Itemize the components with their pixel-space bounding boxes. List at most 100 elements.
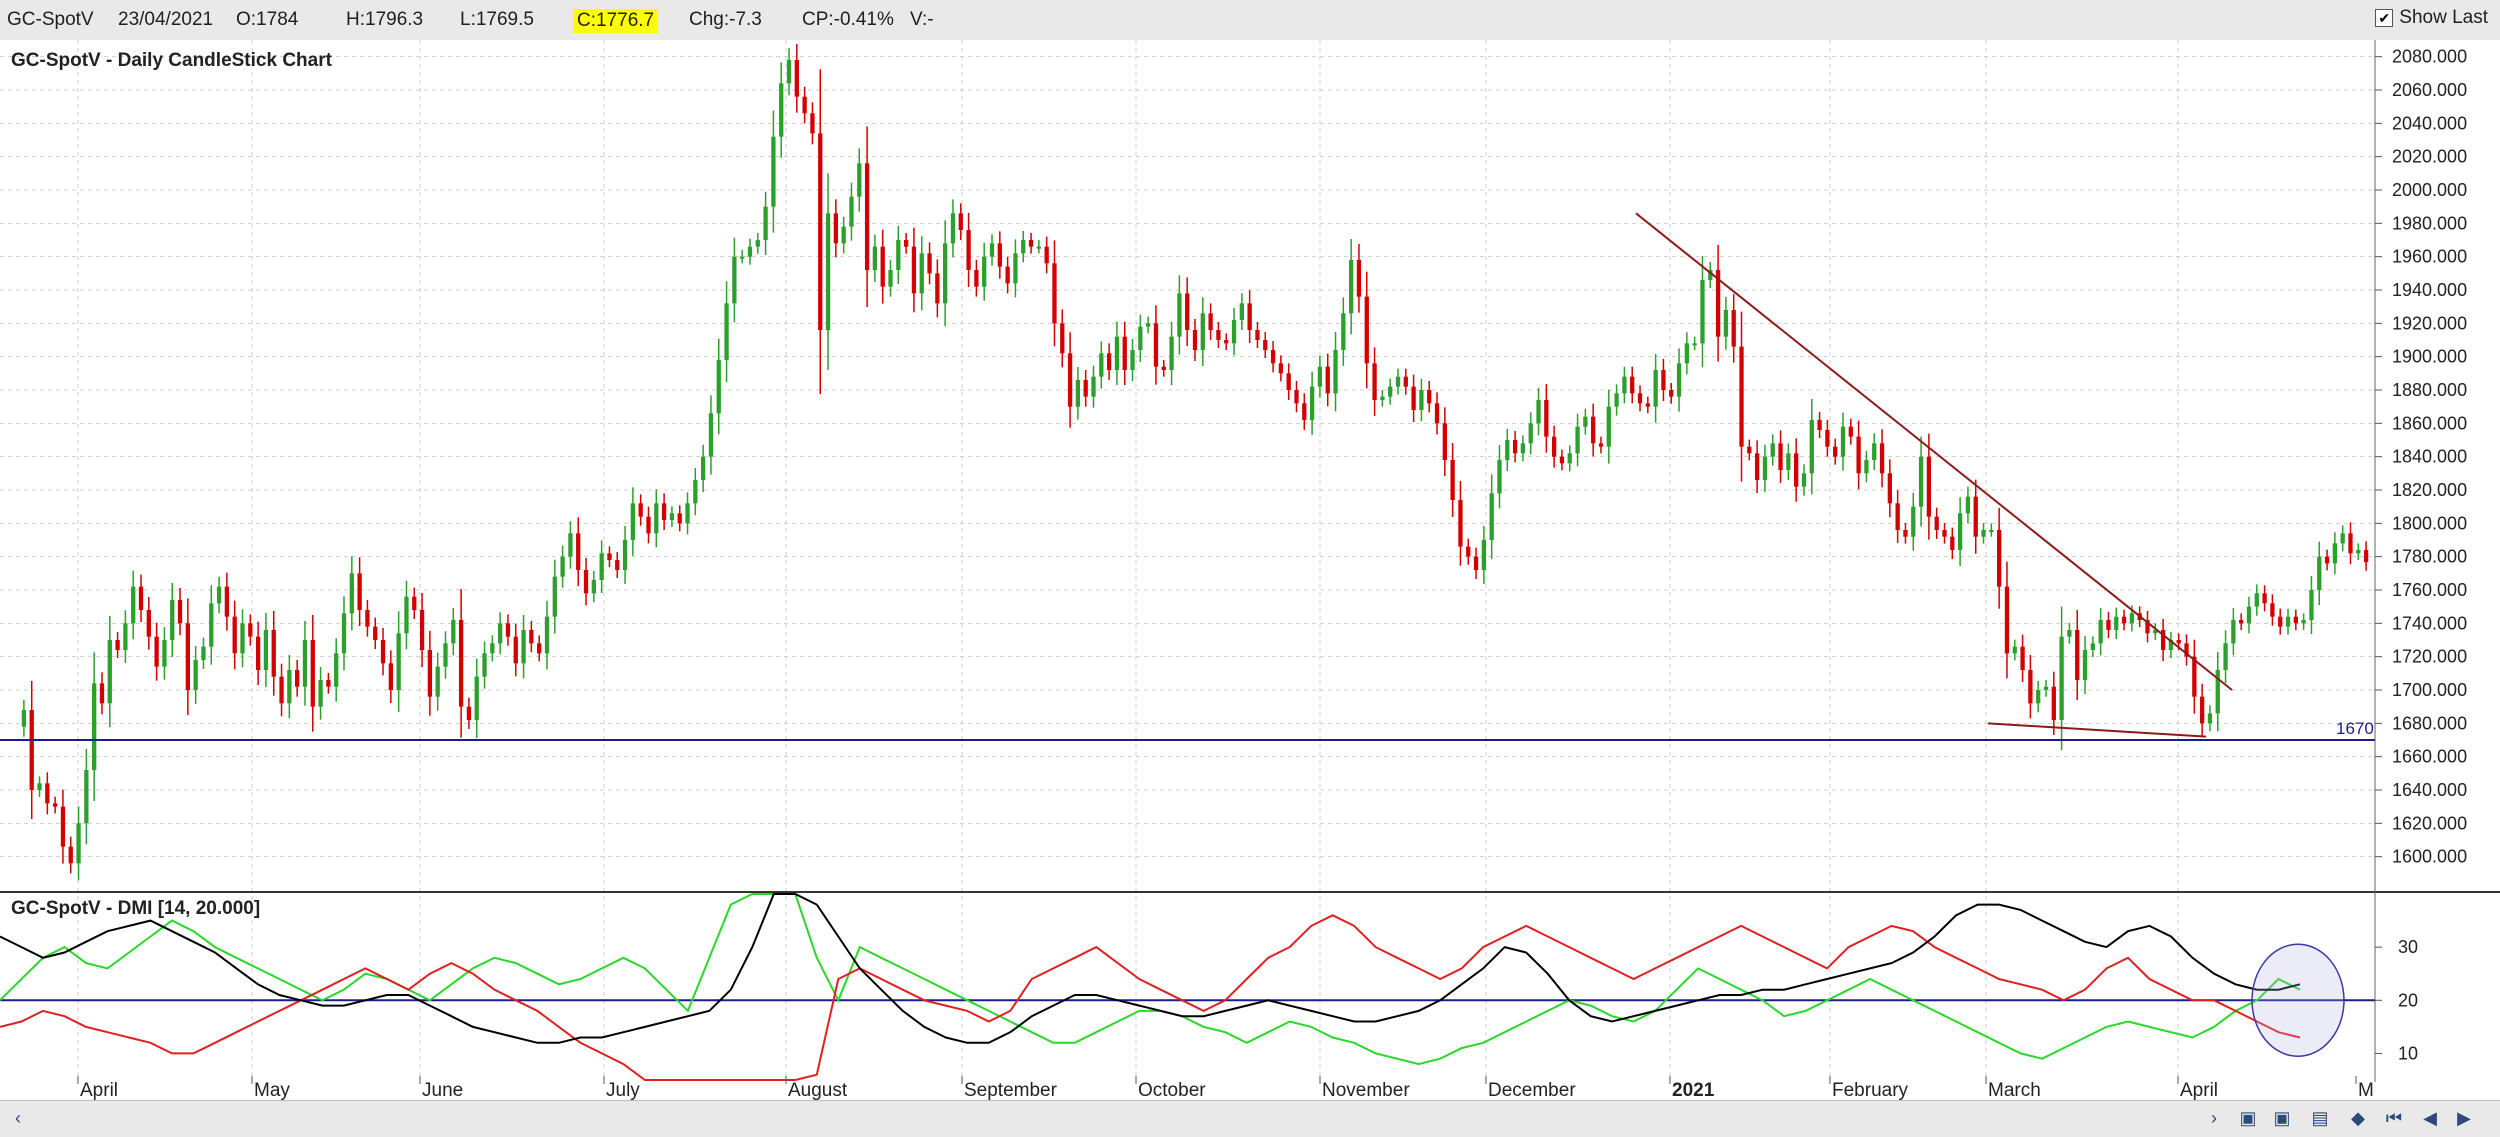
candle-body bbox=[2199, 696, 2205, 724]
candle-body bbox=[84, 770, 89, 824]
date-tick-label: February bbox=[1832, 1080, 1909, 1100]
candle-body bbox=[1739, 346, 1744, 447]
candle-body bbox=[279, 676, 284, 704]
candle-body bbox=[1099, 353, 1104, 377]
candle-body bbox=[1833, 446, 1838, 457]
candle-body bbox=[1106, 353, 1112, 370]
month-gridlines bbox=[77, 40, 2179, 1082]
print-icon[interactable]: ▣ bbox=[2239, 1108, 2257, 1128]
show-last-checkbox[interactable]: ✔ bbox=[2375, 9, 2394, 27]
candle-body bbox=[302, 640, 308, 687]
candle-body bbox=[1138, 326, 1143, 350]
volume-label: V:- bbox=[910, 9, 934, 30]
candle-body bbox=[2067, 630, 2072, 637]
candle-body bbox=[841, 226, 846, 244]
candle-body bbox=[716, 360, 721, 414]
candle-body bbox=[740, 256, 745, 259]
candle-body bbox=[1567, 453, 1572, 464]
price-tick-label: 2080.000 bbox=[2392, 47, 2467, 67]
candle-body bbox=[2051, 686, 2056, 720]
save-icon[interactable]: ▤ bbox=[2311, 1108, 2329, 1128]
candle-body bbox=[2121, 616, 2127, 624]
candle-body bbox=[1403, 376, 1408, 387]
candle-body bbox=[2075, 630, 2080, 680]
candle-body bbox=[1520, 443, 1526, 454]
candle-body bbox=[1918, 456, 1924, 507]
candle-body bbox=[1013, 253, 1018, 284]
scroll-right-icon[interactable]: › bbox=[2211, 1108, 2217, 1128]
candle-body bbox=[334, 653, 339, 687]
candle-body bbox=[1856, 436, 1861, 474]
candle-body bbox=[2036, 690, 2041, 704]
candle-body bbox=[1973, 496, 1978, 537]
candle-body bbox=[1419, 390, 1424, 410]
candle-body bbox=[864, 163, 870, 270]
candle-body bbox=[2340, 533, 2345, 544]
candle-body bbox=[1028, 240, 1034, 247]
zoom-out-icon[interactable]: ◆ bbox=[2351, 1108, 2365, 1128]
support-level-label: 1670 bbox=[2336, 719, 2374, 738]
candle-body bbox=[2356, 550, 2361, 554]
candle-body bbox=[1544, 400, 1549, 437]
candle-body bbox=[427, 650, 433, 697]
candle-body bbox=[263, 630, 269, 670]
scroll-left-icon[interactable]: ‹ bbox=[15, 1108, 21, 1128]
show-last-label: Show Last bbox=[2399, 7, 2488, 28]
chart-canvas[interactable]: 1600.000 1620.000 1640.000 1660.000 1680.000… bbox=[0, 40, 2500, 1100]
price-axis: 1600.000 1620.000 1640.000 1660.000 1680.000… bbox=[2375, 47, 2467, 867]
candle-body bbox=[1325, 366, 1330, 394]
candle-body bbox=[1169, 336, 1174, 370]
candle-body bbox=[849, 196, 854, 227]
candle-body bbox=[1926, 456, 1932, 517]
candle-body bbox=[903, 240, 909, 247]
candle-body bbox=[107, 640, 112, 704]
price-tick-label: 1860.000 bbox=[2392, 413, 2467, 433]
candle-body bbox=[1083, 380, 1088, 397]
camera-icon[interactable]: ▣ bbox=[2273, 1108, 2291, 1128]
dmi-tick-label: 10 bbox=[2398, 1043, 2418, 1063]
candle-body bbox=[1840, 426, 1846, 457]
candle-body bbox=[2254, 593, 2259, 607]
candle-body bbox=[68, 846, 73, 864]
candle-body bbox=[833, 213, 839, 244]
candle-body bbox=[669, 513, 675, 520]
change-label: Chg:-7.3 bbox=[689, 9, 762, 30]
candle-body bbox=[521, 630, 526, 664]
candle-body bbox=[146, 610, 151, 637]
candle-body bbox=[1528, 423, 1533, 444]
candle-body bbox=[583, 570, 589, 594]
candle-body bbox=[1778, 443, 1783, 470]
candle-body bbox=[2153, 630, 2158, 634]
candle-body bbox=[857, 163, 862, 197]
candle-body bbox=[357, 573, 362, 610]
next-bar-icon[interactable]: ▶ bbox=[2457, 1108, 2471, 1128]
candle-body bbox=[458, 620, 464, 707]
candle-body bbox=[216, 586, 222, 604]
candle-body bbox=[1731, 310, 1736, 347]
candle-body bbox=[271, 630, 276, 677]
first-bar-icon[interactable]: ⏮ bbox=[2385, 1108, 2403, 1128]
candle-body bbox=[708, 413, 714, 457]
price-tick-label: 1640.000 bbox=[2392, 780, 2467, 800]
price-tick-label: 1960.000 bbox=[2392, 247, 2467, 267]
chart-scrollbar[interactable]: ‹ › ▣ ▣ ▤ ◆ ⏮ ◀ ▶ bbox=[0, 1100, 2500, 1137]
price-tick-label: 1800.000 bbox=[2392, 513, 2467, 533]
candle-body bbox=[365, 610, 370, 627]
candle-body bbox=[1770, 443, 1775, 457]
candle-body bbox=[1044, 246, 1049, 264]
previous-bar-icon[interactable]: ◀ bbox=[2423, 1108, 2437, 1128]
date-label: 23/04/2021 bbox=[118, 9, 214, 30]
highlight-ellipse bbox=[2251, 943, 2345, 1058]
candle-body bbox=[1450, 460, 1455, 500]
candle-body bbox=[989, 243, 995, 257]
candle-body bbox=[1747, 446, 1752, 454]
show-last-toggle[interactable]: ✔ Show Last bbox=[2375, 7, 2488, 29]
price-tick-label: 2060.000 bbox=[2392, 80, 2467, 100]
candle-body bbox=[37, 783, 42, 790]
candle-body bbox=[170, 600, 175, 640]
candle-body bbox=[2145, 620, 2150, 634]
candle-body bbox=[1848, 426, 1853, 437]
close-label: C:1776.7 bbox=[573, 9, 659, 33]
dmi-line-di bbox=[0, 914, 2301, 1081]
candle-body bbox=[1192, 330, 1198, 350]
